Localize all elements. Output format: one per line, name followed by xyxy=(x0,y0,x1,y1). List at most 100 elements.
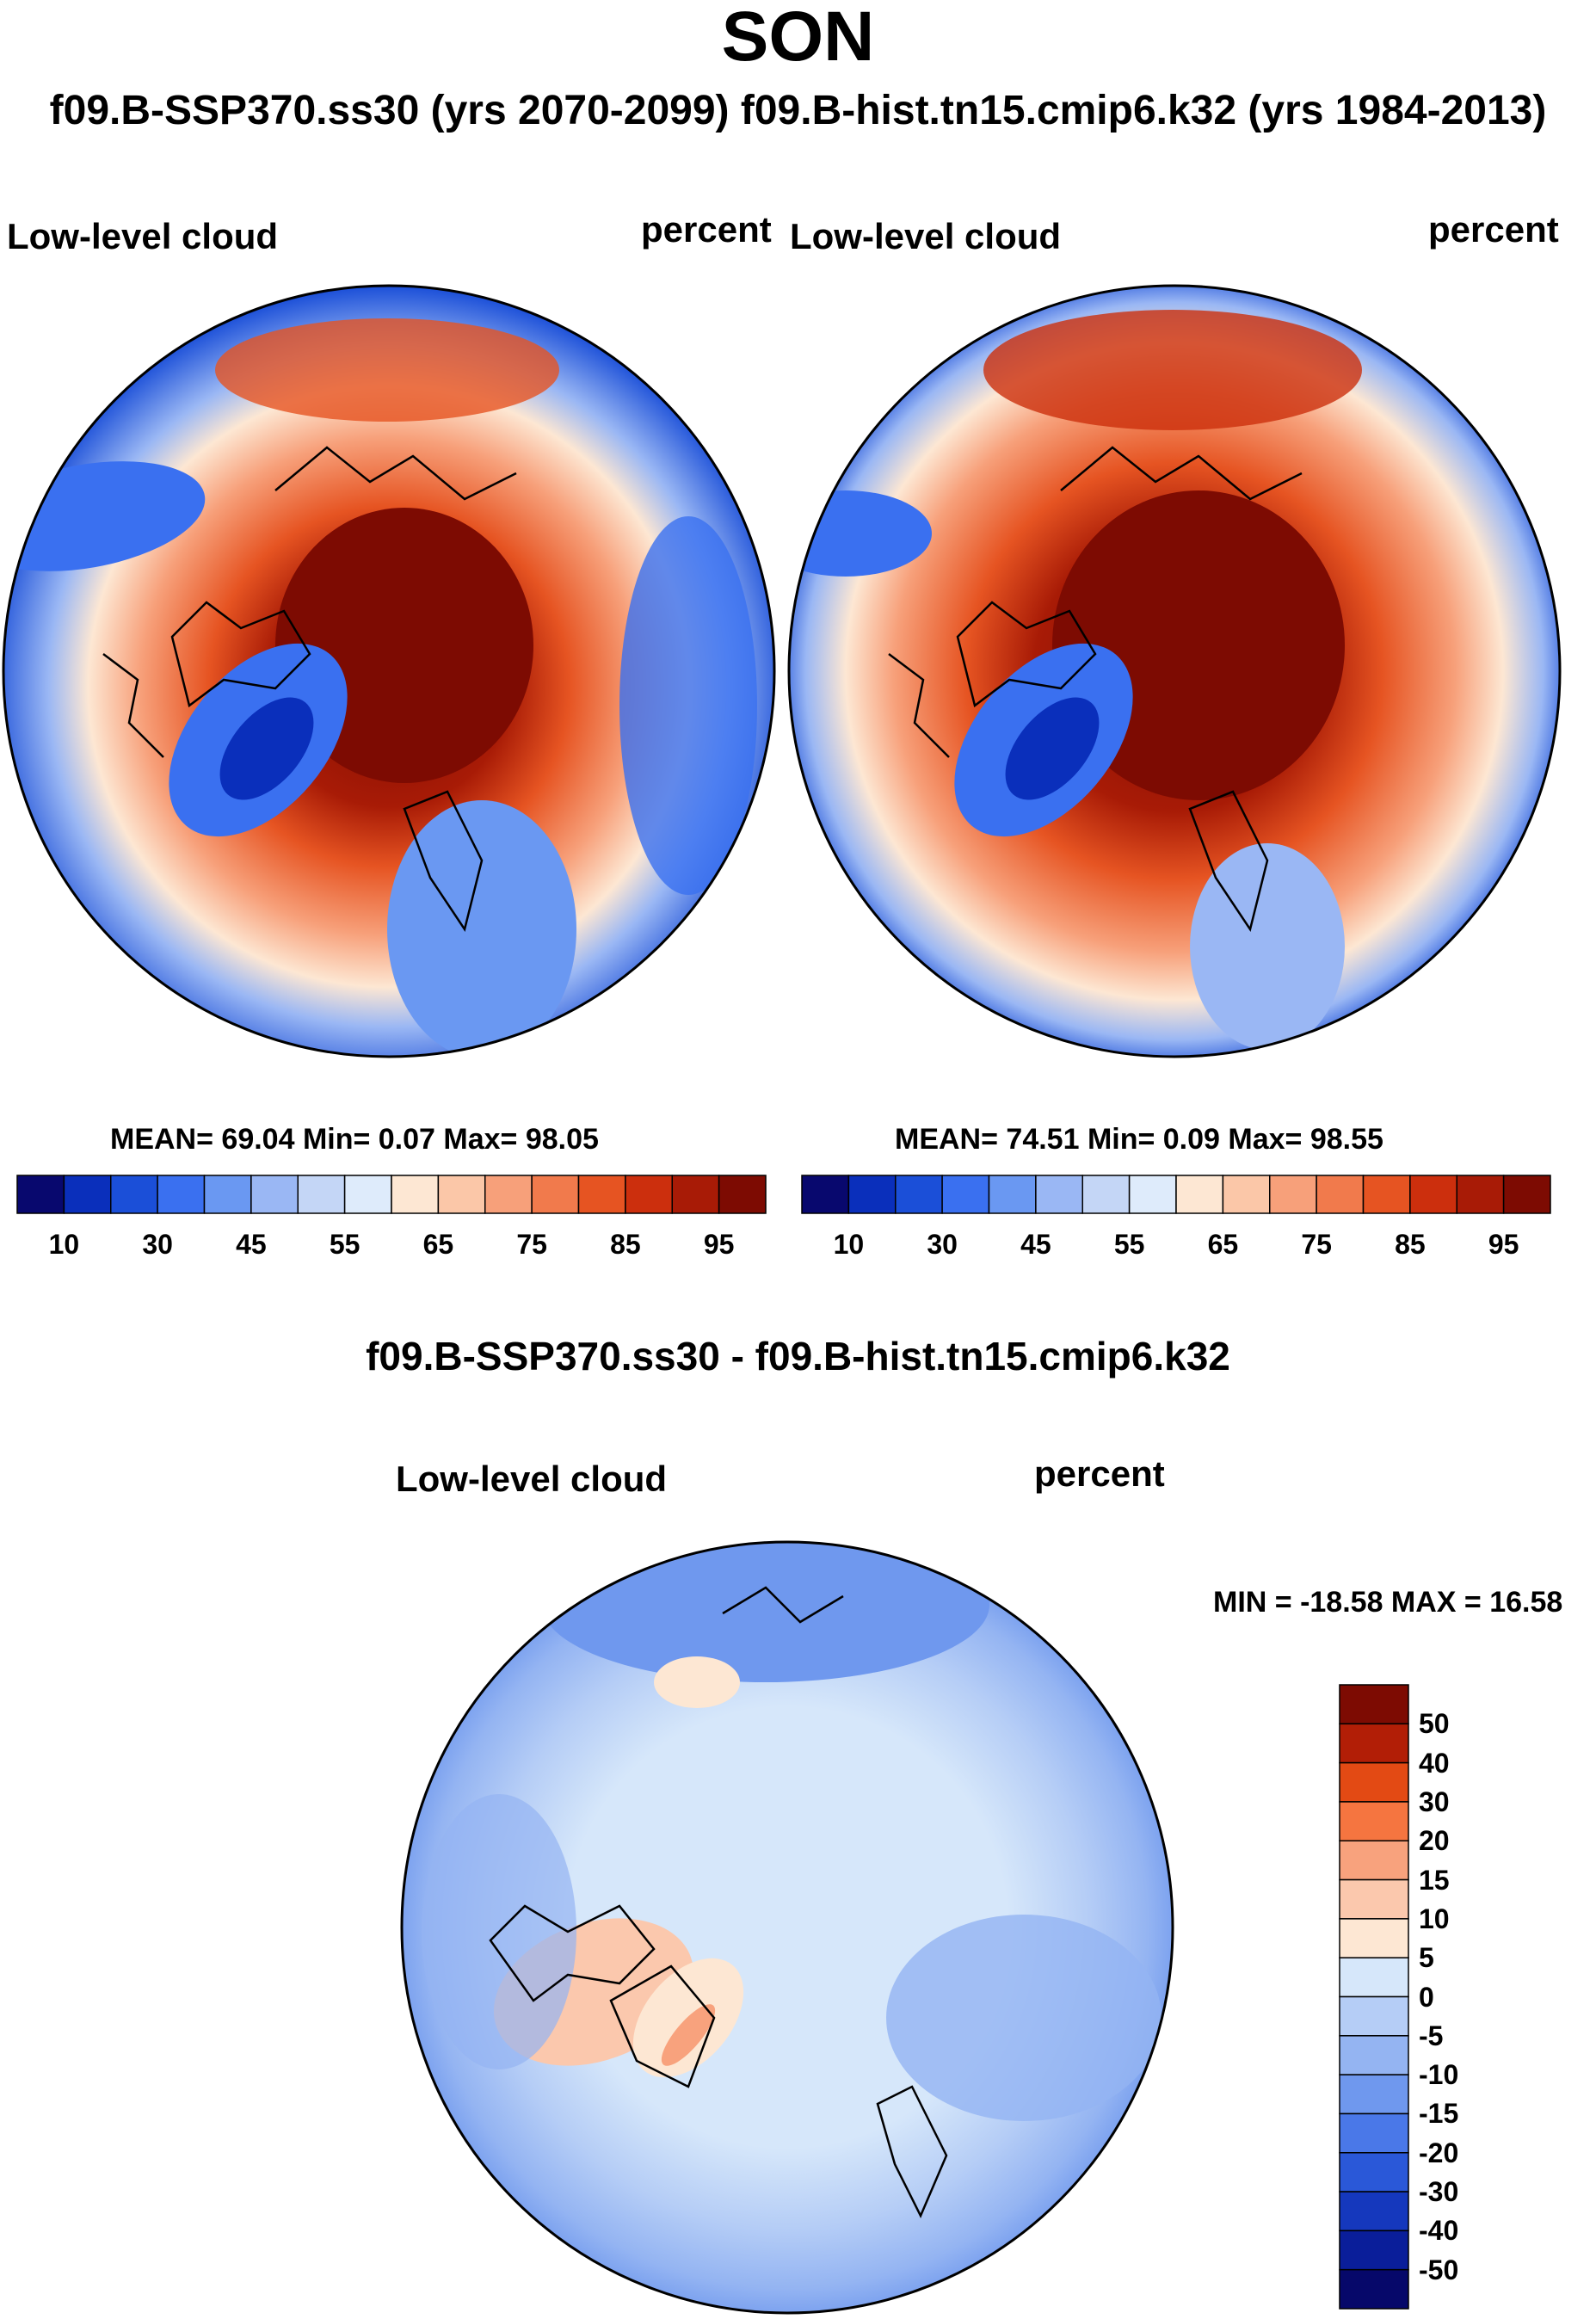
subtitle: f09.B-SSP370.ss30 (yrs 2070-2099) f09.B-… xyxy=(49,88,1547,133)
panel2-colorbar xyxy=(801,1175,1551,1214)
diff-negative-north xyxy=(542,1542,989,1682)
difference-colorbar-tick-label: -40 xyxy=(1419,2215,1459,2247)
difference-colorbar-tick-label: 50 xyxy=(1419,1708,1450,1740)
difference-colorbar-swatch xyxy=(1339,2035,1409,2075)
difference-colorbar-tick-label: -50 xyxy=(1419,2254,1459,2285)
panel1-colorbar-swatch xyxy=(391,1175,440,1214)
diff-variable-label: Low-level cloud xyxy=(396,1459,668,1499)
panel2-colorbar-swatch xyxy=(1409,1175,1457,1214)
panel2-colorbar-tick-label: 30 xyxy=(927,1229,958,1260)
panel1-colorbar-swatch xyxy=(671,1175,720,1214)
panel1-units-label: percent xyxy=(641,209,772,250)
difference-colorbar-swatch xyxy=(1339,2074,1409,2115)
main-title: SON xyxy=(721,0,875,76)
difference-polar-map xyxy=(400,1540,1174,2315)
panel2-colorbar-swatch xyxy=(1081,1175,1131,1214)
diff-units-label: percent xyxy=(1034,1453,1165,1494)
panel2-colorbar-tick-label: 65 xyxy=(1207,1229,1239,1260)
panel1-colorbar-swatch xyxy=(343,1175,392,1214)
difference-colorbar-tick-label: -20 xyxy=(1419,2137,1459,2168)
panel1-colorbar-swatch xyxy=(16,1175,65,1214)
difference-colorbar-swatch xyxy=(1339,2268,1409,2310)
panel2-colorbar-swatch xyxy=(988,1175,1037,1214)
panel2-colorbar-swatch xyxy=(941,1175,990,1214)
difference-colorbar-swatch xyxy=(1339,1684,1409,1725)
panel2-colorbar-swatch xyxy=(895,1175,943,1214)
panel1-colorbar-tick-label: 45 xyxy=(236,1229,267,1260)
difference-colorbar-tick-label: 10 xyxy=(1419,1903,1450,1934)
panel1-colorbar-swatch xyxy=(297,1175,346,1214)
difference-colorbar-tick-label: 0 xyxy=(1419,1981,1434,2013)
difference-colorbar xyxy=(1339,1684,1409,2310)
difference-colorbar-tick-label: 5 xyxy=(1419,1942,1434,1974)
panel1-colorbar-swatch xyxy=(63,1175,112,1214)
panel1-colorbar-swatch xyxy=(577,1175,626,1214)
difference-colorbar-swatch xyxy=(1339,1723,1409,1764)
panel2-stats: MEAN= 74.51 Min= 0.09 Max= 98.55 xyxy=(895,1123,1383,1156)
panel2-colorbar-swatch xyxy=(1316,1175,1365,1214)
difference-colorbar-swatch xyxy=(1339,1957,1409,1998)
difference-colorbar-swatch xyxy=(1339,1761,1409,1803)
panel2-colorbar-swatch xyxy=(1035,1175,1083,1214)
panel1-colorbar-tick-label: 30 xyxy=(142,1229,173,1260)
difference-colorbar-tick-label: 40 xyxy=(1419,1747,1450,1779)
panel1-colorbar-tick-label: 10 xyxy=(48,1229,80,1260)
difference-colorbar-swatch xyxy=(1339,1878,1409,1920)
panel1-variable-label: Low-level cloud xyxy=(7,216,279,256)
panel1-colorbar-tick-label: 65 xyxy=(422,1229,454,1260)
panel2-colorbar-tick-label: 55 xyxy=(1113,1229,1145,1260)
panel1-stats: MEAN= 69.04 Min= 0.07 Max= 98.05 xyxy=(110,1123,599,1156)
panel1-colorbar-tick-label: 85 xyxy=(610,1229,641,1260)
panel2-colorbar-swatch xyxy=(1502,1175,1551,1214)
panel2-colorbar-swatch xyxy=(801,1175,850,1214)
panel1-colorbar-swatch xyxy=(157,1175,206,1214)
difference-colorbar-swatch xyxy=(1339,1840,1409,1881)
difference-colorbar-tick-label: -15 xyxy=(1419,2098,1459,2130)
difference-colorbar-swatch xyxy=(1339,1918,1409,1958)
panel2-colorbar-swatch xyxy=(1362,1175,1411,1214)
panel1-colorbar-swatch xyxy=(110,1175,158,1214)
difference-colorbar-tick-label: 20 xyxy=(1419,1825,1450,1857)
panel1-colorbar-swatch xyxy=(718,1175,767,1214)
panel2-colorbar-tick-label: 10 xyxy=(833,1229,865,1260)
panel2-colorbar-swatch xyxy=(1128,1175,1177,1214)
panel1-colorbar-swatch xyxy=(531,1175,580,1214)
panel1-colorbar-swatch xyxy=(484,1175,533,1214)
panel2-colorbar-swatch xyxy=(847,1175,897,1214)
difference-colorbar-tick-label: -30 xyxy=(1419,2176,1459,2208)
diff-minmax: MIN = -18.58 MAX = 16.58 xyxy=(1213,1586,1563,1619)
panel1-colorbar-swatch xyxy=(625,1175,673,1214)
panel1-colorbar xyxy=(16,1175,767,1214)
difference-colorbar-swatch xyxy=(1339,1801,1409,1841)
difference-colorbar-swatch xyxy=(1339,2191,1409,2232)
panel2-units-label: percent xyxy=(1428,209,1559,250)
panel2-colorbar-tick-label: 85 xyxy=(1395,1229,1426,1260)
difference-colorbar-tick-label: -10 xyxy=(1419,2059,1459,2091)
panel2-colorbar-tick-label: 75 xyxy=(1301,1229,1332,1260)
panel1-coastlines xyxy=(102,446,517,933)
panel1-colorbar-tick-label: 75 xyxy=(516,1229,547,1260)
panel2-colorbar-swatch xyxy=(1222,1175,1271,1214)
difference-colorbar-swatch xyxy=(1339,1995,1409,2037)
difference-colorbar-swatch xyxy=(1339,2230,1409,2271)
difference-colorbar-tick-label: 30 xyxy=(1419,1786,1450,1817)
difference-title: f09.B-SSP370.ss30 - f09.B-hist.tn15.cmip… xyxy=(366,1334,1230,1378)
panel1-polar-map xyxy=(2,284,776,1058)
difference-colorbar-tick-label: 15 xyxy=(1419,1864,1450,1896)
panel2-colorbar-tick-label: 45 xyxy=(1020,1229,1051,1260)
panel2-coastlines xyxy=(888,446,1303,933)
panel1-colorbar-tick-label: 55 xyxy=(329,1229,360,1260)
panel2-colorbar-swatch xyxy=(1456,1175,1505,1214)
panel1-colorbar-swatch xyxy=(203,1175,252,1214)
panel2-colorbar-tick-label: 95 xyxy=(1488,1229,1519,1260)
panel2-polar-map xyxy=(787,284,1562,1058)
panel1-colorbar-swatch xyxy=(250,1175,299,1214)
panel2-colorbar-swatch xyxy=(1269,1175,1317,1214)
difference-colorbar-swatch xyxy=(1339,2152,1409,2193)
diff-coastlines xyxy=(489,1586,948,2218)
diff-field xyxy=(402,1542,1173,2313)
panel1-colorbar-swatch xyxy=(437,1175,486,1214)
panel2-variable-label: Low-level cloud xyxy=(790,216,1062,256)
panel1-colorbar-tick-label: 95 xyxy=(703,1229,735,1260)
difference-colorbar-tick-label: -5 xyxy=(1419,2020,1444,2051)
